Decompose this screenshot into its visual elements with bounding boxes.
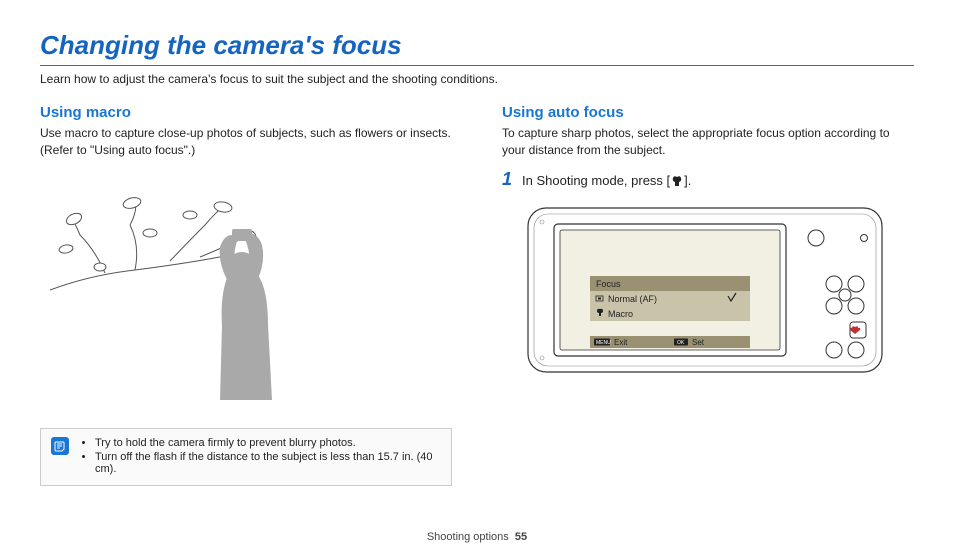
left-column: Using macro Use macro to capture close-u…: [40, 104, 452, 486]
macro-heading: Using macro: [40, 104, 452, 121]
step-number: 1: [502, 169, 512, 190]
footer-section: Shooting options: [427, 531, 509, 543]
content-columns: Using macro Use macro to capture close-u…: [40, 104, 914, 486]
step-text-pre: In Shooting mode, press [: [522, 173, 670, 188]
tip-item: Try to hold the camera firmly to prevent…: [95, 437, 441, 449]
menu-exit-label: Exit: [614, 338, 628, 347]
macro-illustration: [40, 175, 400, 405]
autofocus-body: To capture sharp photos, select the appr…: [502, 125, 914, 159]
page-title: Changing the camera's focus: [40, 30, 914, 61]
page-footer: Shooting options 55: [0, 531, 954, 543]
step-text: In Shooting mode, press [].: [522, 173, 691, 188]
macro-body: Use macro to capture close-up photos of …: [40, 125, 452, 159]
page-subtitle: Learn how to adjust the camera's focus t…: [40, 72, 914, 86]
menu-option-0: Normal (AF): [608, 294, 657, 304]
menu-option-1: Macro: [608, 309, 633, 319]
page-number: 55: [515, 531, 527, 543]
tip-list: Try to hold the camera firmly to prevent…: [79, 437, 441, 477]
step-1: 1 In Shooting mode, press [].: [502, 169, 914, 190]
note-icon: [51, 437, 69, 455]
tip-box: Try to hold the camera firmly to prevent…: [40, 428, 452, 486]
autofocus-heading: Using auto focus: [502, 104, 914, 121]
svg-text:MENU: MENU: [596, 340, 611, 346]
tip-item: Turn off the flash if the distance to th…: [95, 451, 441, 475]
menu-set-label: Set: [692, 338, 705, 347]
camera-diagram: Focus Normal (AF) Macro MENU Exit OK Set: [520, 200, 890, 380]
right-column: Using auto focus To capture sharp photos…: [502, 104, 914, 486]
title-rule: [40, 65, 914, 66]
menu-title: Focus: [596, 279, 621, 289]
step-text-post: ].: [684, 173, 691, 188]
svg-text:OK: OK: [677, 340, 685, 346]
macro-button-icon: [670, 175, 684, 187]
